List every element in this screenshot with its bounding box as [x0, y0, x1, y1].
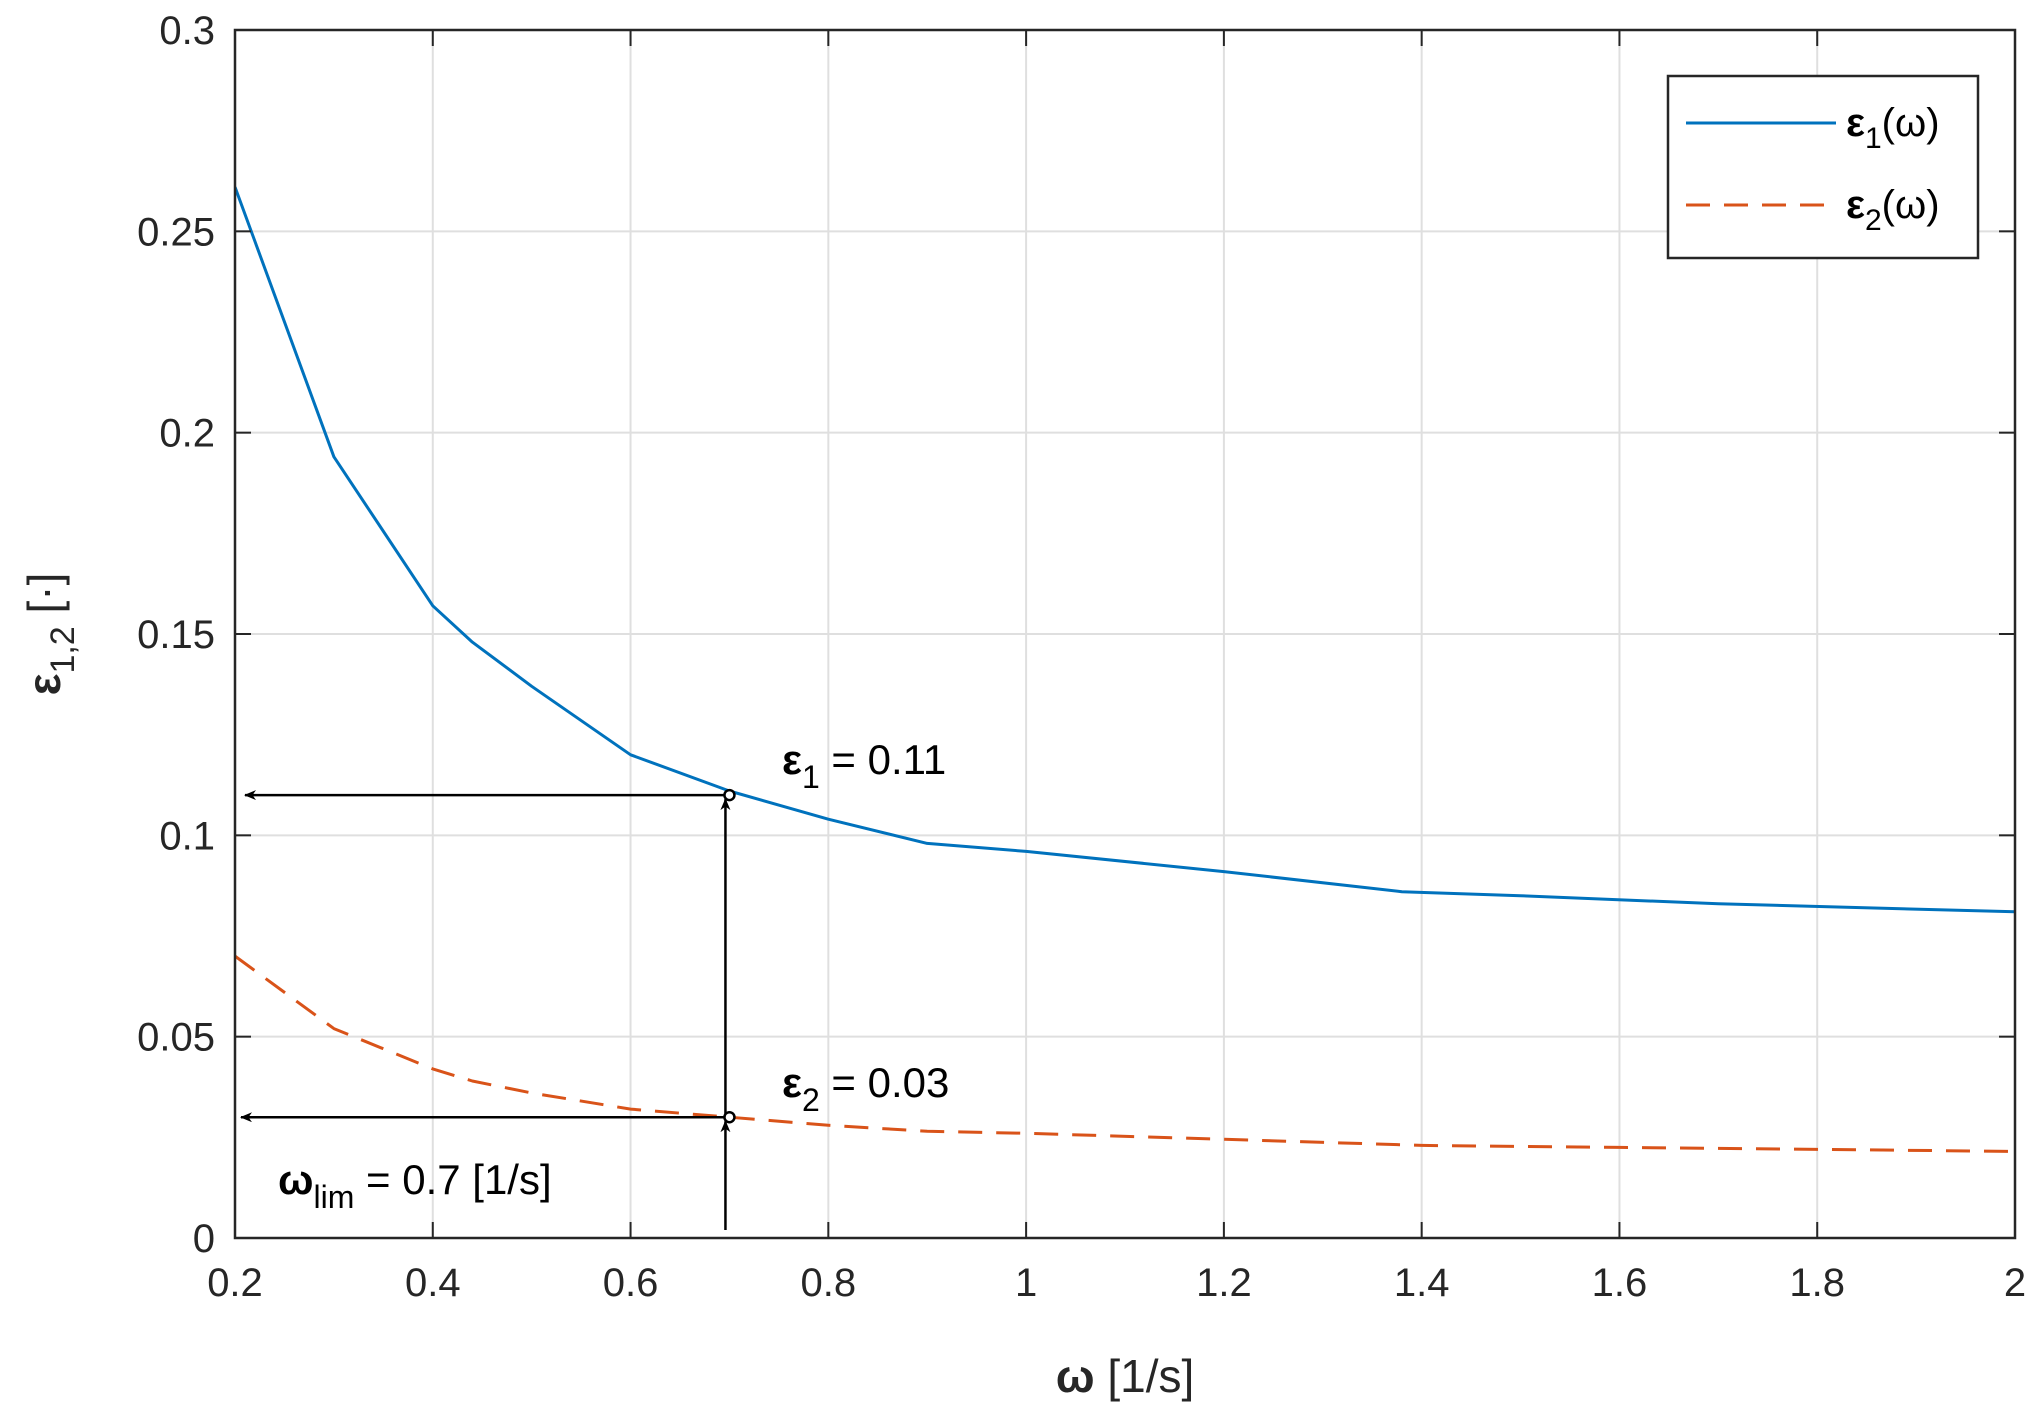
y-tick-label: 0: [193, 1217, 215, 1261]
x-tick-label: 1.2: [1196, 1261, 1252, 1305]
x-axis-label: ω [1/s]: [1056, 1350, 1195, 1402]
y-tick-label: 0.25: [137, 210, 215, 254]
ticks: [234, 29, 2016, 1239]
series-line-eps2: [235, 954, 2015, 1153]
tick-labels: 0.2 0.4 0.6 0.8 1 1.2 1.4 1.6 1.8 2 0 0.05 0.1 0.15 0.…: [137, 9, 2026, 1305]
series-line-eps1: [235, 186, 2015, 914]
marker-eps2: [723, 1110, 736, 1124]
y-axis-label: ε1,2 [·]: [18, 573, 82, 696]
annotation-eps2: ε2 = 0.03: [782, 1059, 949, 1118]
x-tick-label: 0.4: [405, 1261, 461, 1305]
y-tick-label: 0.05: [137, 1016, 215, 1060]
y-tick-label: 0.15: [137, 613, 215, 657]
annotations: [240, 788, 736, 1230]
legend-entry-eps2: ε2(ω): [1846, 183, 1940, 237]
x-tick-label: 1: [1015, 1261, 1037, 1305]
y-tick-label: 0.1: [159, 814, 215, 858]
x-tick-label: 2: [2004, 1261, 2026, 1305]
legend: ε1(ω) ε2(ω): [1666, 74, 1980, 260]
legend-entry-eps1: ε1(ω): [1846, 101, 1940, 155]
x-tick-label: 1.8: [1789, 1261, 1845, 1305]
y-tick-label: 0.3: [159, 9, 215, 53]
x-tick-label: 1.4: [1394, 1261, 1450, 1305]
y-tick-label: 0.2: [159, 412, 215, 456]
series-layer: [235, 186, 2015, 1153]
x-tick-label: 0.2: [207, 1261, 263, 1305]
x-tick-label: 0.8: [801, 1261, 857, 1305]
annotation-eps1: ε1 = 0.11: [782, 736, 946, 795]
annotation-omega-lim: ωlim = 0.7 [1/s]: [278, 1156, 552, 1215]
x-tick-label: 0.6: [603, 1261, 659, 1305]
legend-box: [1666, 74, 1980, 260]
x-tick-label: 1.6: [1592, 1261, 1648, 1305]
marker-eps1: [723, 788, 736, 802]
